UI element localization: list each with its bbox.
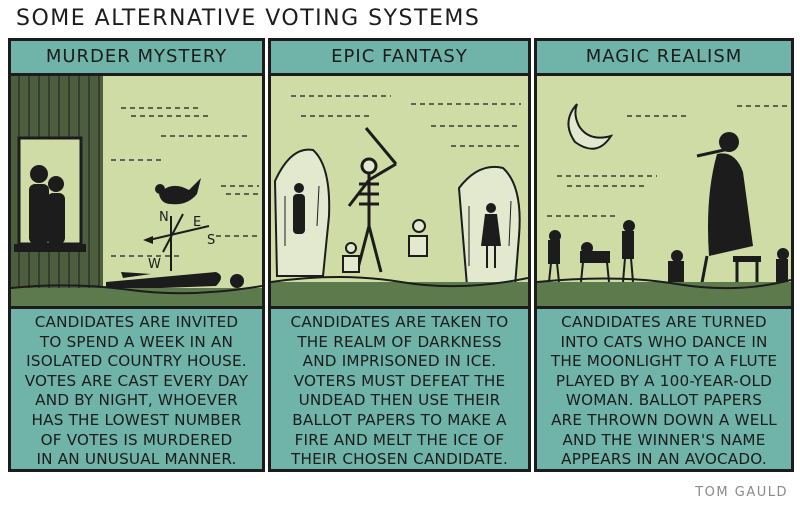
caption-line: CANDIDATES ARE TURNED — [561, 313, 767, 331]
caption-line: BALLOT PAPERS TO MAKE A — [292, 410, 507, 429]
house-wall — [11, 76, 103, 306]
panel-caption: CANDIDATES ARE TAKEN TO THE REALM OF DAR… — [271, 309, 528, 469]
caption-line: TO SPEND A WEEK IN AN — [39, 332, 234, 351]
caption-line: FIRE AND MELT THE ICE OF — [294, 430, 505, 449]
ground — [271, 282, 528, 306]
ice-block-left — [273, 148, 331, 277]
panel-heading: MURDER MYSTERY — [11, 41, 262, 76]
magic-realism-scene — [537, 76, 791, 309]
caption-line: OF VOTES IS MURDERED — [40, 430, 233, 449]
weathervane: N E S W — [143, 178, 215, 272]
caption-line: HAS THE LOWEST NUMBER — [31, 410, 242, 429]
caption-line: ISOLATED COUNTRY HOUSE. — [26, 352, 247, 371]
panel-caption: CANDIDATES ARE TURNED INTO CATS WHO DANC… — [537, 309, 791, 469]
compass-w: W — [148, 257, 161, 272]
murder-mystery-scene: N E S W — [11, 76, 262, 309]
caption-line: PLAYED BY A 100-YEAR-OLD — [555, 371, 773, 390]
compass-s: S — [207, 233, 215, 248]
cat-icon — [580, 242, 610, 283]
caption-line: THE MOONLIGHT TO A FLUTE — [550, 352, 778, 371]
fallen-body — [106, 272, 244, 290]
artist-credit: TOM GAULD — [695, 485, 788, 500]
cat-icon — [776, 248, 789, 283]
caption-line: APPEARS IN AN AVOCADO. — [561, 450, 767, 469]
sky-hatching — [547, 105, 787, 217]
crescent-moon — [567, 103, 614, 150]
panel-heading: EPIC FANTASY — [271, 41, 528, 76]
caption-line: UNDEAD THEN USE THEIR — [298, 391, 501, 410]
caption-line: AND IMPRISONED IN ICE. — [302, 352, 497, 371]
caption-line: AND THE WINNER'S NAME — [562, 430, 766, 449]
cat-icon — [622, 220, 635, 283]
compass-n: N — [159, 210, 169, 225]
caption-line: VOTES ARE CAST EVERY DAY — [24, 371, 249, 390]
caption-line: CANDIDATES ARE INVITED — [34, 313, 239, 331]
caption-line: AND BY NIGHT, WHOEVER — [35, 391, 238, 410]
panel-murder-mystery: MURDER MYSTERY — [8, 38, 265, 472]
dancing-cats — [548, 220, 789, 283]
comic-title: SOME ALTERNATIVE VOTING SYSTEMS — [16, 6, 481, 31]
caption-line: IN AN UNUSUAL MANNER. — [36, 450, 237, 469]
compass-e: E — [193, 215, 201, 230]
flute-woman — [696, 132, 761, 289]
cat-icon — [548, 230, 561, 283]
ice-block-right — [457, 166, 521, 287]
caption-line: THEIR CHOSEN CANDIDATE. — [290, 450, 509, 469]
panel-magic-realism: MAGIC REALISM — [534, 38, 794, 472]
caption-line: WOMAN. BALLOT PAPERS — [565, 391, 763, 410]
sky-hatching — [291, 95, 521, 147]
small-skeletons — [342, 219, 428, 273]
caption-line: CANDIDATES ARE TAKEN TO — [290, 313, 509, 331]
sky-hatching — [111, 107, 259, 257]
panel-epic-fantasy: EPIC FANTASY — [268, 38, 531, 472]
caption-line: ARE THROWN DOWN A WELL — [551, 410, 777, 429]
caption-line: INTO CATS WHO DANCE IN — [560, 332, 768, 351]
caption-line: VOTERS MUST DEFEAT THE — [293, 371, 506, 390]
caption-line: THE REALM OF DARKNESS — [297, 332, 502, 351]
panel-heading: MAGIC REALISM — [537, 41, 791, 76]
epic-fantasy-scene — [271, 76, 528, 309]
ground — [537, 282, 791, 306]
cat-icon — [668, 250, 684, 283]
panel-caption: CANDIDATES ARE INVITED TO SPEND A WEEK I… — [11, 309, 262, 469]
